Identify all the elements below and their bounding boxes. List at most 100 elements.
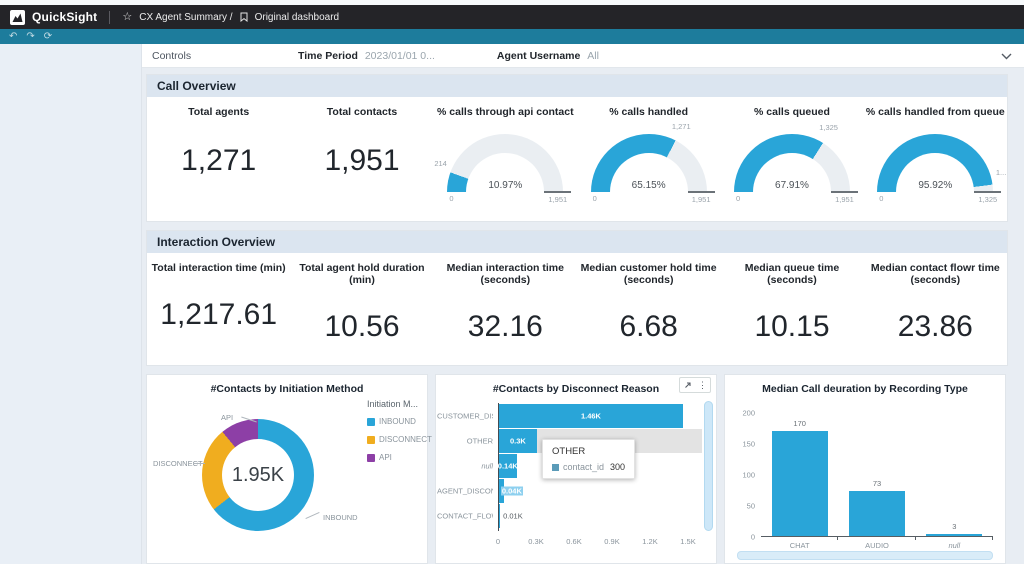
interaction-overview-header: Interaction Overview [147, 231, 1007, 253]
kpi-label: Total agents [188, 106, 250, 118]
time-period-control[interactable]: Time Period 2023/01/01 0... [298, 50, 435, 62]
tooltip-value: 300 [610, 462, 626, 472]
favorite-star-icon[interactable]: ☆ [122, 10, 133, 23]
time-period-label: Time Period [298, 49, 358, 62]
hbar-value: 0.04K [500, 486, 523, 496]
controls-title: Controls [152, 49, 192, 62]
reset-icon[interactable]: ⟳ [43, 30, 53, 42]
gauge-label: % calls through api contact [437, 106, 574, 118]
kpi-value: 32.16 [467, 310, 543, 343]
gauge-min: 0 [879, 194, 884, 203]
gauge[interactable]: 95.92% 0 1,325 1... [877, 134, 1006, 204]
gauge-pointer-label: 1... [995, 168, 1007, 177]
kpi-label: Total contacts [326, 106, 398, 118]
dashboard-name: Original dashboard [254, 11, 340, 23]
top-strip [0, 0, 1024, 5]
gauge-calls-handled-from-queue: % calls handled from queue 95.92% 0 1,32… [864, 97, 1007, 221]
chart-actions-menu: ⋮ [679, 377, 711, 393]
callout-inbound: INBOUND [323, 513, 358, 522]
x-axis-ticks: 0 0.3K 0.6K 0.9K 1.2K 1.5K [495, 537, 696, 546]
agent-username-value: All [587, 49, 599, 62]
kpi-total-agents: Total agents 1,271 [147, 97, 290, 221]
vbar-slot: 3 [916, 413, 994, 540]
call-overview-header: Call Overview [147, 75, 1007, 97]
agent-username-control[interactable]: Agent Username All [497, 50, 599, 62]
gauge-label: % calls handled from queue [865, 106, 1005, 118]
dashboard-main: Controls Time Period 2023/01/01 0... Age… [142, 44, 1024, 564]
breadcrumb[interactable]: CX Agent Summary / [139, 11, 233, 23]
vbar-fill[interactable] [771, 431, 828, 536]
hbar-category: CONTACT_FLOW_... [437, 511, 493, 521]
hbar-value: 0.14K [497, 461, 518, 471]
kpi-label: Median interaction time (seconds) [446, 262, 564, 286]
undo-icon[interactable]: ↶ [9, 30, 18, 42]
kpi-total-contacts: Total contacts 1,951 [290, 97, 433, 221]
quicksight-logo-icon[interactable] [10, 9, 25, 25]
hbar-row: CONTACT_FLOW_... 0.01K [437, 504, 688, 528]
hbar-fill[interactable] [499, 404, 683, 428]
kpi-median-interaction-time: Median interaction time (seconds) 32.16 [434, 253, 577, 365]
redo-icon[interactable]: ↷ [26, 30, 35, 42]
hbar-category: null [481, 461, 493, 471]
kpi-label: Total agent hold duration (min) [299, 262, 425, 286]
hbar-fill[interactable] [499, 504, 501, 528]
legend-item-disconnect[interactable]: DISCONNECT [367, 435, 432, 444]
gauge-max: 1,951 [830, 191, 858, 204]
gauge-pointer-label: 1,325 [819, 123, 838, 132]
gauge-pointer-label: 214 [434, 159, 447, 168]
kpi-value: 1,271 [181, 144, 257, 177]
vbar-value: 73 [872, 479, 882, 489]
disconnect-reason-chart-card: ⋮ #Contacts by Disconnect Reason CUSTOME… [435, 374, 717, 564]
disconnect-reason-plot: CUSTOMER_DISC... 1.46K OTHER 0.3K null [437, 403, 702, 531]
kpi-label: Median queue time (seconds) [744, 262, 840, 286]
vertical-scrollbar[interactable] [704, 401, 713, 531]
time-period-value: 2023/01/01 0... [364, 49, 435, 62]
hbar-value: 0.3K [509, 436, 526, 446]
gauge-value: 10.97% [488, 180, 523, 191]
kebab-menu-icon[interactable]: ⋮ [698, 379, 707, 390]
gauge[interactable]: 67.91% 0 1,951 1,325 [733, 123, 858, 204]
tooltip-title: OTHER [552, 446, 586, 457]
legend-item-api[interactable]: API [367, 453, 427, 462]
gauge-label: % calls handled [609, 106, 689, 118]
vbar-value: 3 [952, 522, 957, 532]
initiation-method-chart-card: #Contacts by Initiation Method 1.95K API… [146, 374, 432, 564]
vbar-fill[interactable] [848, 491, 905, 536]
gauge-target-tick [544, 191, 572, 193]
interaction-overview-section: Interaction Overview Total interaction t… [146, 230, 1008, 366]
kpi-value: 1,217.61 [160, 298, 278, 331]
hbar-value: 0.01K [503, 511, 523, 521]
horizontal-scrollbar[interactable] [737, 551, 993, 560]
kpi-label: Median customer hold time (seconds) [580, 262, 717, 286]
hbar-category: AGENT_DISCONN... [437, 486, 493, 496]
kpi-label: Total interaction time (min) [151, 262, 286, 274]
gauge-target-tick [687, 191, 715, 193]
gauge-calls-queued: % calls queued 67.91% 0 1,951 1,325 [720, 97, 863, 221]
gauge[interactable]: 65.15% 0 1,951 1,271 [590, 122, 715, 204]
edit-toolbar: ↶ ↷ ⟳ [0, 29, 1024, 44]
legend-item-inbound[interactable]: INBOUND [367, 417, 427, 426]
hover-tooltip: OTHER contact_id 300 [542, 439, 636, 479]
kpi-value: 23.86 [897, 310, 973, 343]
vbar-fill[interactable] [926, 534, 983, 536]
expand-icon[interactable] [680, 378, 695, 392]
gauge[interactable]: 10.97% 0 1,951 214 [434, 134, 572, 204]
hbar-fill[interactable] [499, 429, 537, 453]
gauge-max: 1,951 [544, 191, 572, 204]
initiation-donut[interactable] [202, 419, 314, 531]
brand-name: QuickSight [32, 10, 98, 24]
gauge-label: % calls queued [754, 106, 830, 118]
left-sidebar [0, 44, 142, 564]
topbar-divider [109, 10, 111, 24]
gauge-target-tick [974, 191, 1002, 193]
vbar-slot: 170 [761, 413, 839, 540]
gauge-pointer-label: 1,271 [671, 122, 691, 131]
kpi-value: 1,951 [324, 144, 400, 177]
hbar-fill[interactable] [499, 454, 517, 478]
x-axis-categories: CHAT AUDIO null [789, 541, 961, 550]
gauge-value: 67.91% [775, 180, 809, 191]
gauge-min: 0 [449, 194, 454, 203]
kpi-total-interaction-time: Total interaction time (min) 1,217.61 [147, 253, 290, 365]
collapse-controls-chevron-icon[interactable] [1001, 51, 1012, 63]
callout-disconnect: DISCONNECT [153, 459, 203, 468]
